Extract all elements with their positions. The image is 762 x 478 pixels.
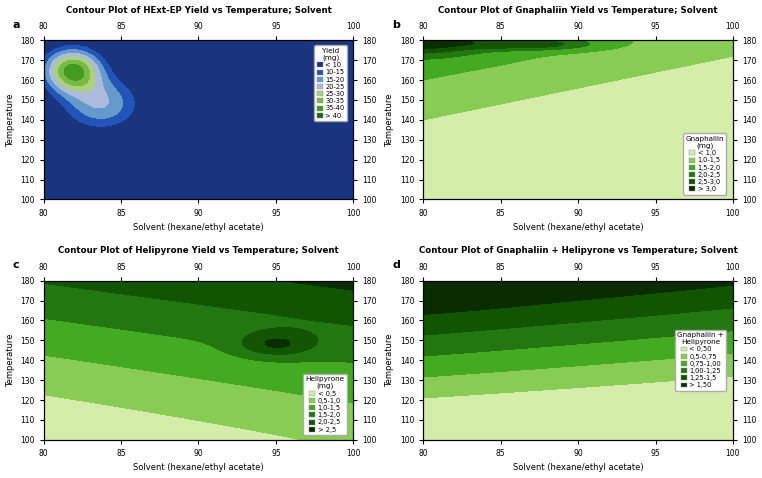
X-axis label: Solvent (hexane/ethyl acetate): Solvent (hexane/ethyl acetate) [133, 223, 264, 232]
Text: c: c [13, 260, 19, 270]
Text: a: a [13, 20, 20, 30]
Title: Contour Plot of Gnaphaliin Yield vs Temperature; Solvent: Contour Plot of Gnaphaliin Yield vs Temp… [438, 6, 718, 14]
Title: Contour Plot of HExt-EP Yield vs Temperature; Solvent: Contour Plot of HExt-EP Yield vs Tempera… [66, 6, 331, 14]
Y-axis label: Temperature: Temperature [5, 334, 14, 387]
Legend: < 0,50, 0,5-0,75, 0,75-1,00, 1,00-1,25, 1,25-1,5, > 1,50: < 0,50, 0,5-0,75, 0,75-1,00, 1,00-1,25, … [675, 330, 726, 391]
Legend: < 0,5, 0,5-1,0, 1,0-1,5, 1,5-2,0, 2,0-2,5, > 2,5: < 0,5, 0,5-1,0, 1,0-1,5, 1,5-2,0, 2,0-2,… [303, 374, 347, 435]
Text: b: b [392, 20, 400, 30]
Title: Contour Plot of Gnaphaliin + Helipyrone vs Temperature; Solvent: Contour Plot of Gnaphaliin + Helipyrone … [418, 246, 738, 255]
Legend: < 1,0, 1,0-1,5, 1,5-2,0, 2,0-2,5, 2,5-3,0, > 3,0: < 1,0, 1,0-1,5, 1,5-2,0, 2,0-2,5, 2,5-3,… [684, 133, 726, 195]
X-axis label: Solvent (hexane/ethyl acetate): Solvent (hexane/ethyl acetate) [513, 464, 643, 472]
Y-axis label: Temperature: Temperature [385, 334, 394, 387]
Y-axis label: Temperature: Temperature [385, 93, 394, 147]
Text: d: d [392, 260, 400, 270]
X-axis label: Solvent (hexane/ethyl acetate): Solvent (hexane/ethyl acetate) [513, 223, 643, 232]
Title: Contour Plot of Helipyrone Yield vs Temperature; Solvent: Contour Plot of Helipyrone Yield vs Temp… [58, 246, 339, 255]
Legend: < 10, 10-15, 15-20, 20-25, 25-30, 30-35, 35-40, > 40: < 10, 10-15, 15-20, 20-25, 25-30, 30-35,… [314, 45, 347, 121]
Y-axis label: Temperature: Temperature [5, 93, 14, 147]
X-axis label: Solvent (hexane/ethyl acetate): Solvent (hexane/ethyl acetate) [133, 464, 264, 472]
